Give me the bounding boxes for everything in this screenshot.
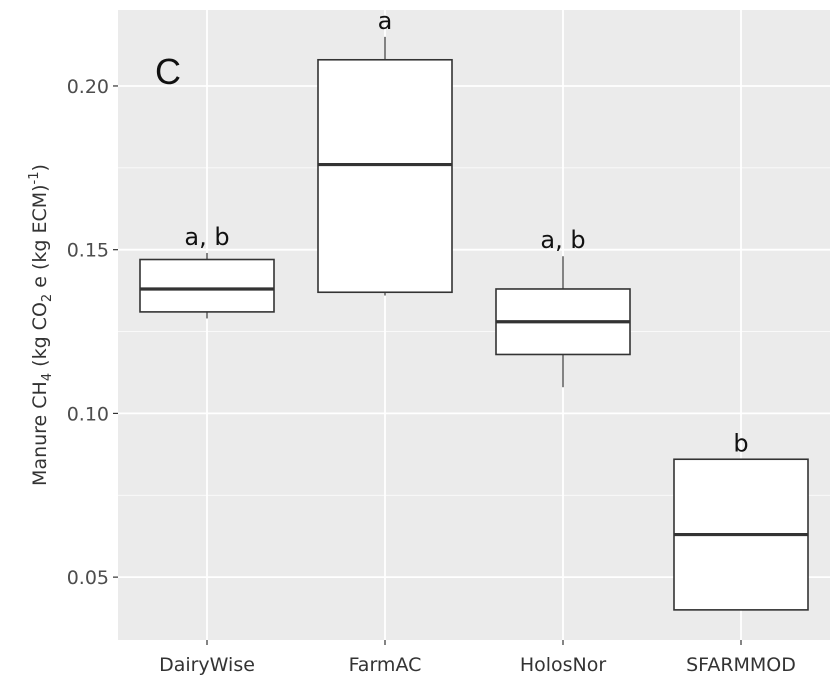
y-axis-title: Manure CH4 (kg CO2 e (kg ECM)-1): [27, 164, 55, 486]
y-axis-title-main: Manure CH: [29, 381, 51, 486]
x-tick-label: FarmAC: [349, 654, 422, 676]
box-group: a, b: [495, 226, 631, 388]
x-tick-label: HolosNor: [520, 654, 607, 676]
y-axis-title-end: ): [29, 164, 51, 171]
panel-label: C: [155, 51, 181, 92]
y-axis-title-sub2: 2: [40, 294, 55, 302]
box-group: a, b: [139, 223, 275, 319]
box-group: b: [673, 429, 809, 611]
y-axis-title-sub1: 4: [40, 373, 55, 381]
y-tick-label: 0.10: [67, 403, 109, 425]
y-axis-title-sup: -1: [27, 171, 42, 184]
significance-label: a, b: [540, 226, 585, 254]
significance-label: a: [378, 7, 393, 35]
significance-label: b: [733, 429, 748, 457]
x-axis: DairyWise FarmAC HolosNor SFARMMOD: [159, 640, 796, 676]
y-axis-title-mid1: (kg CO: [29, 302, 51, 373]
y-tick-label: 0.20: [67, 76, 109, 98]
x-tick-label: DairyWise: [159, 654, 255, 676]
boxes: a, b a a, b b: [139, 7, 809, 611]
y-tick-label: 0.05: [67, 567, 109, 589]
x-tick-label: SFARMMOD: [686, 654, 796, 676]
y-axis: 0.05 0.10 0.15 0.20: [67, 76, 118, 589]
significance-label: a, b: [184, 223, 229, 251]
box-iqr: [139, 258, 275, 313]
y-tick-label: 0.15: [67, 240, 109, 262]
box-iqr: [317, 58, 453, 294]
y-axis-title-mid2: e (kg ECM): [29, 184, 51, 293]
box-group: a: [317, 7, 453, 296]
